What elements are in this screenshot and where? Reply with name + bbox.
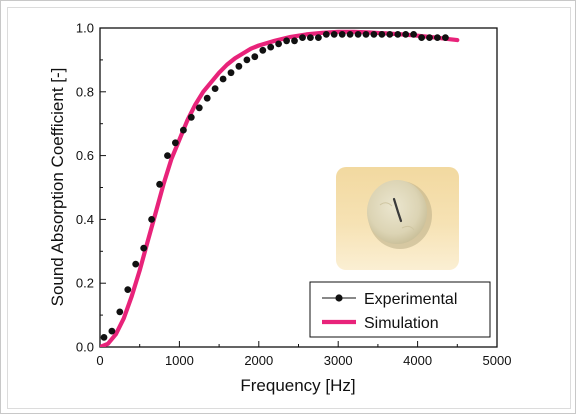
- experimental-point: [386, 31, 394, 38]
- simulation-line: [100, 29, 460, 347]
- experimental-point: [307, 34, 314, 41]
- legend-box: [309, 281, 491, 338]
- experimental-point: [108, 327, 116, 335]
- experimental-point: [322, 31, 330, 38]
- experimental-point: [124, 286, 132, 293]
- experimental-point: [100, 334, 108, 341]
- experimental-point: [132, 260, 140, 268]
- experimental-point: [346, 31, 354, 38]
- experimental-point: [426, 34, 433, 41]
- experimental-point: [172, 139, 179, 147]
- legend-simulation-label: Simulation: [364, 315, 439, 332]
- x-axis-title: Frequency [Hz]: [240, 376, 355, 395]
- y-tick-label: 0.4: [76, 212, 94, 227]
- experimental-point: [330, 31, 338, 38]
- x-tick-label: 1000: [165, 353, 194, 368]
- experimental-point: [338, 31, 346, 38]
- legend: Experimental Simulation: [309, 281, 491, 338]
- experimental-point: [164, 152, 171, 160]
- experimental-point: [227, 69, 235, 77]
- y-tick-label: 0.2: [76, 276, 94, 291]
- x-tick-label: 4000: [403, 353, 432, 368]
- legend-experimental-marker: [335, 294, 343, 302]
- experimental-point: [291, 37, 298, 45]
- experimental-point: [378, 31, 386, 38]
- experimental-point: [283, 37, 290, 45]
- felt-sample-photo-icon: [336, 167, 459, 270]
- experimental-point: [251, 53, 259, 61]
- experimental-point: [148, 216, 156, 223]
- experimental-markers: [100, 31, 449, 341]
- experimental-point: [354, 31, 362, 38]
- experimental-point: [156, 180, 164, 188]
- experimental-point: [195, 104, 203, 112]
- legend-experimental-label: Experimental: [364, 291, 457, 308]
- x-tick-label: 0: [96, 353, 103, 368]
- experimental-point: [235, 62, 243, 70]
- figure-inner-border: [7, 7, 571, 409]
- experimental-point: [211, 85, 219, 92]
- experimental-point: [410, 31, 417, 38]
- experimental-point: [187, 113, 195, 121]
- experimental-point: [275, 40, 282, 48]
- experimental-point: [394, 31, 402, 38]
- x-tick-label: 3000: [324, 353, 353, 368]
- experimental-point: [370, 31, 378, 38]
- y-axis-title: Sound Absorption Coefficient [-]: [48, 68, 67, 307]
- experimental-point: [362, 31, 370, 38]
- axis-ticks: [99, 27, 498, 348]
- tick-labels: 0 1000 2000 3000 4000 5000 0.0 0.2 0.4 0.6 0.8 1.0: [76, 21, 512, 369]
- experimental-point: [259, 46, 267, 54]
- experimental-point: [140, 244, 148, 252]
- experimental-point: [299, 34, 306, 41]
- experimental-point: [315, 34, 322, 41]
- experimental-point: [267, 43, 275, 51]
- experimental-point: [442, 34, 449, 41]
- y-tick-label: 0.8: [76, 84, 94, 99]
- y-tick-label: 0.0: [76, 340, 94, 355]
- experimental-point: [116, 308, 124, 316]
- x-tick-label: 5000: [483, 353, 512, 368]
- experimental-point: [219, 75, 227, 83]
- experimental-point: [203, 94, 211, 102]
- y-tick-label: 1.0: [76, 21, 94, 36]
- experimental-point: [434, 34, 441, 41]
- experimental-point: [402, 31, 410, 38]
- experimental-point: [418, 34, 425, 41]
- experimental-point: [180, 126, 187, 134]
- x-tick-label: 2000: [244, 353, 273, 368]
- y-tick-label: 0.6: [76, 148, 94, 163]
- experimental-point: [243, 56, 251, 64]
